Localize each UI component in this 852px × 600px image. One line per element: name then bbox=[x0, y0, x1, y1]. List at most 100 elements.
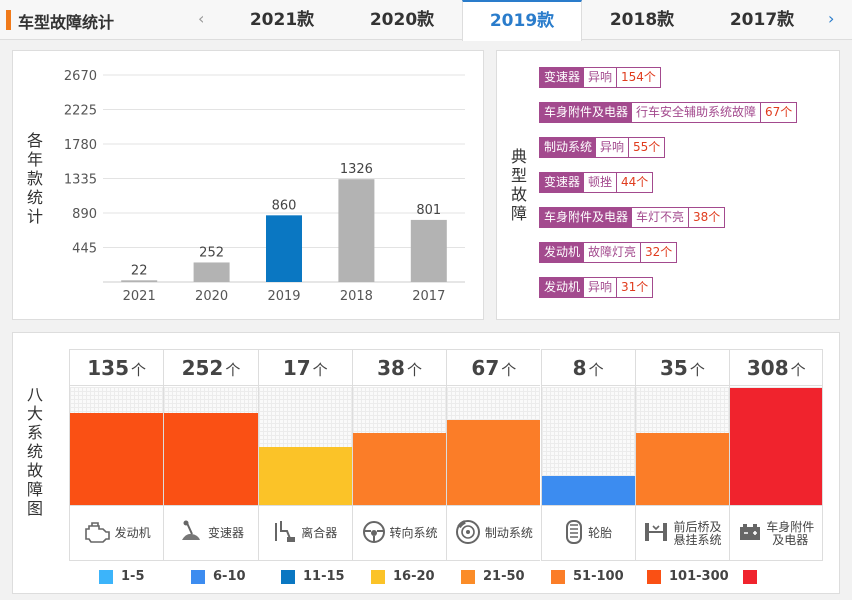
fault-desc: 异响 bbox=[584, 278, 618, 297]
system-count-value: 308 bbox=[746, 356, 789, 380]
system-bar bbox=[447, 420, 541, 505]
vlabel-char: 障 bbox=[510, 204, 527, 223]
legend-swatch bbox=[551, 569, 565, 584]
system-column[interactable]: 35 个前后桥及 悬挂系统 bbox=[634, 349, 730, 561]
system-footer: 转向系统 bbox=[352, 505, 447, 561]
tire-icon bbox=[564, 519, 584, 549]
tab-2020[interactable]: 2020款 bbox=[369, 10, 435, 30]
system-column[interactable]: 8 个轮胎 bbox=[540, 349, 635, 561]
legend-label: 51-100 bbox=[573, 569, 624, 584]
legend: 1-5 6-10 11-15 16-20 21-50 51-100 101-30… bbox=[99, 569, 773, 584]
yearly-stats-panel: 各 年 款 统 计 2670 2225 1780 1335 890 445 22 2021 25… bbox=[12, 50, 484, 320]
fault-system: 发动机 bbox=[540, 278, 585, 297]
system-column[interactable]: 308 个车身附件 及电器 bbox=[729, 349, 824, 561]
fault-system: 发动机 bbox=[540, 243, 585, 262]
tab-2017[interactable]: 2017款 bbox=[729, 10, 795, 30]
system-count: 308 个 bbox=[730, 350, 823, 386]
system-name-line: 制动系统 bbox=[484, 526, 533, 540]
system-plot bbox=[352, 387, 447, 505]
system-count: 35 个 bbox=[635, 350, 730, 386]
vlabel-char: 统 bbox=[26, 188, 43, 207]
system-count-value: 67 bbox=[471, 356, 500, 380]
fault-item[interactable]: 变速器 异响 154个 bbox=[539, 67, 661, 88]
fault-desc: 行车安全辅助系统故障 bbox=[632, 103, 762, 122]
legend-item: 21-50 bbox=[461, 569, 551, 584]
legend-label: 1-5 bbox=[121, 569, 145, 584]
fault-item[interactable]: 车身附件及电器 车灯不亮 38个 bbox=[539, 207, 726, 228]
system-plot bbox=[635, 387, 730, 505]
system-column[interactable]: 135 个发动机 bbox=[69, 349, 164, 561]
vlabel-char: 图 bbox=[26, 499, 43, 518]
system-count-value: 35 bbox=[660, 356, 688, 380]
system-count-unit: 个 bbox=[501, 361, 517, 379]
legend-item: 11-15 bbox=[281, 569, 371, 584]
tab-2019[interactable]: 2019款 bbox=[462, 0, 582, 41]
system-column[interactable]: 17 个离合器 bbox=[257, 349, 352, 561]
fault-item[interactable]: 发动机 故障灯亮 32个 bbox=[539, 242, 678, 263]
legend-item: 101-300 bbox=[647, 569, 743, 584]
system-count-value: 135 bbox=[87, 356, 130, 380]
legend-swatch bbox=[191, 569, 205, 584]
next-arrow-icon[interactable]: › bbox=[828, 9, 835, 28]
system-bar bbox=[730, 388, 823, 505]
eight-systems-panel: 八 大 系 统 故 障 图 135 个发动机 252 个变速器 17 个离合器 38 个转向系… bbox=[12, 332, 840, 594]
system-bar bbox=[541, 475, 635, 505]
legend-label: 16-20 bbox=[393, 569, 435, 584]
fault-count: 67个 bbox=[761, 103, 797, 122]
legend-label: 101-300 bbox=[669, 569, 729, 584]
system-column[interactable]: 252 个变速器 bbox=[163, 349, 258, 561]
bar-2020 bbox=[193, 262, 230, 282]
fault-system: 制动系统 bbox=[540, 138, 597, 157]
year-tabs: 2021款 2020款 2019款 2018款 2017款 bbox=[222, 0, 822, 41]
system-count-unit: 个 bbox=[131, 361, 147, 379]
fault-system: 车身附件及电器 bbox=[540, 208, 633, 227]
legend-swatch bbox=[647, 569, 661, 584]
system-name: 制动系统 bbox=[485, 527, 533, 540]
system-count: 17 个 bbox=[258, 350, 352, 386]
fault-item[interactable]: 车身附件及电器 行车安全辅助系统故障 67个 bbox=[539, 102, 798, 123]
vlabel-char: 系 bbox=[26, 423, 43, 442]
system-footer: 前后桥及 悬挂系统 bbox=[635, 505, 730, 561]
system-bar bbox=[164, 412, 258, 505]
fault-count: 154个 bbox=[617, 68, 660, 87]
fault-desc: 顿挫 bbox=[584, 173, 618, 192]
system-column[interactable]: 38 个转向系统 bbox=[351, 349, 447, 561]
system-count-unit: 个 bbox=[790, 361, 806, 379]
fault-item[interactable]: 制动系统 异响 55个 bbox=[539, 137, 666, 158]
system-plot bbox=[70, 387, 164, 505]
vlabel-char: 故 bbox=[510, 185, 527, 204]
fault-system: 车身附件及电器 bbox=[540, 103, 633, 122]
system-name-line: 变速器 bbox=[207, 526, 244, 540]
system-footer: 轮胎 bbox=[541, 505, 635, 561]
system-column[interactable]: 67 个制动系统 bbox=[446, 349, 541, 561]
legend-swatch bbox=[461, 569, 475, 584]
system-name: 转向系统 bbox=[390, 527, 438, 540]
fault-item[interactable]: 发动机 异响 31个 bbox=[539, 277, 654, 298]
tab-2018[interactable]: 2018款 bbox=[609, 10, 675, 30]
system-name: 发动机 bbox=[115, 527, 151, 540]
prev-arrow-icon[interactable]: ‹ bbox=[198, 9, 205, 28]
system-count-value: 17 bbox=[282, 356, 311, 380]
system-count: 135 个 bbox=[70, 350, 164, 386]
legend-swatch bbox=[371, 569, 385, 584]
system-count-unit: 个 bbox=[312, 361, 328, 379]
system-count-unit: 个 bbox=[225, 361, 241, 379]
legend-swatch bbox=[99, 569, 113, 584]
vlabel-char: 各 bbox=[26, 131, 43, 150]
x-tick-label: 2021 bbox=[123, 289, 156, 304]
system-name: 离合器 bbox=[301, 527, 337, 540]
system-footer: 车身附件 及电器 bbox=[730, 505, 823, 561]
legend-label: 6-10 bbox=[213, 569, 246, 584]
x-tick-label: 2020 bbox=[195, 289, 228, 304]
legend-item: 51-100 bbox=[551, 569, 647, 584]
vlabel-char: 统 bbox=[26, 442, 43, 461]
system-name-line: 及电器 bbox=[772, 532, 809, 547]
legend-item bbox=[743, 569, 773, 584]
tab-2021[interactable]: 2021款 bbox=[249, 10, 315, 30]
fault-item[interactable]: 变速器 顿挫 44个 bbox=[539, 172, 654, 193]
x-tick-label: 2019 bbox=[267, 289, 300, 304]
engine-icon bbox=[83, 521, 111, 547]
vlabel-char: 障 bbox=[26, 480, 43, 499]
system-footer: 变速器 bbox=[164, 505, 258, 561]
